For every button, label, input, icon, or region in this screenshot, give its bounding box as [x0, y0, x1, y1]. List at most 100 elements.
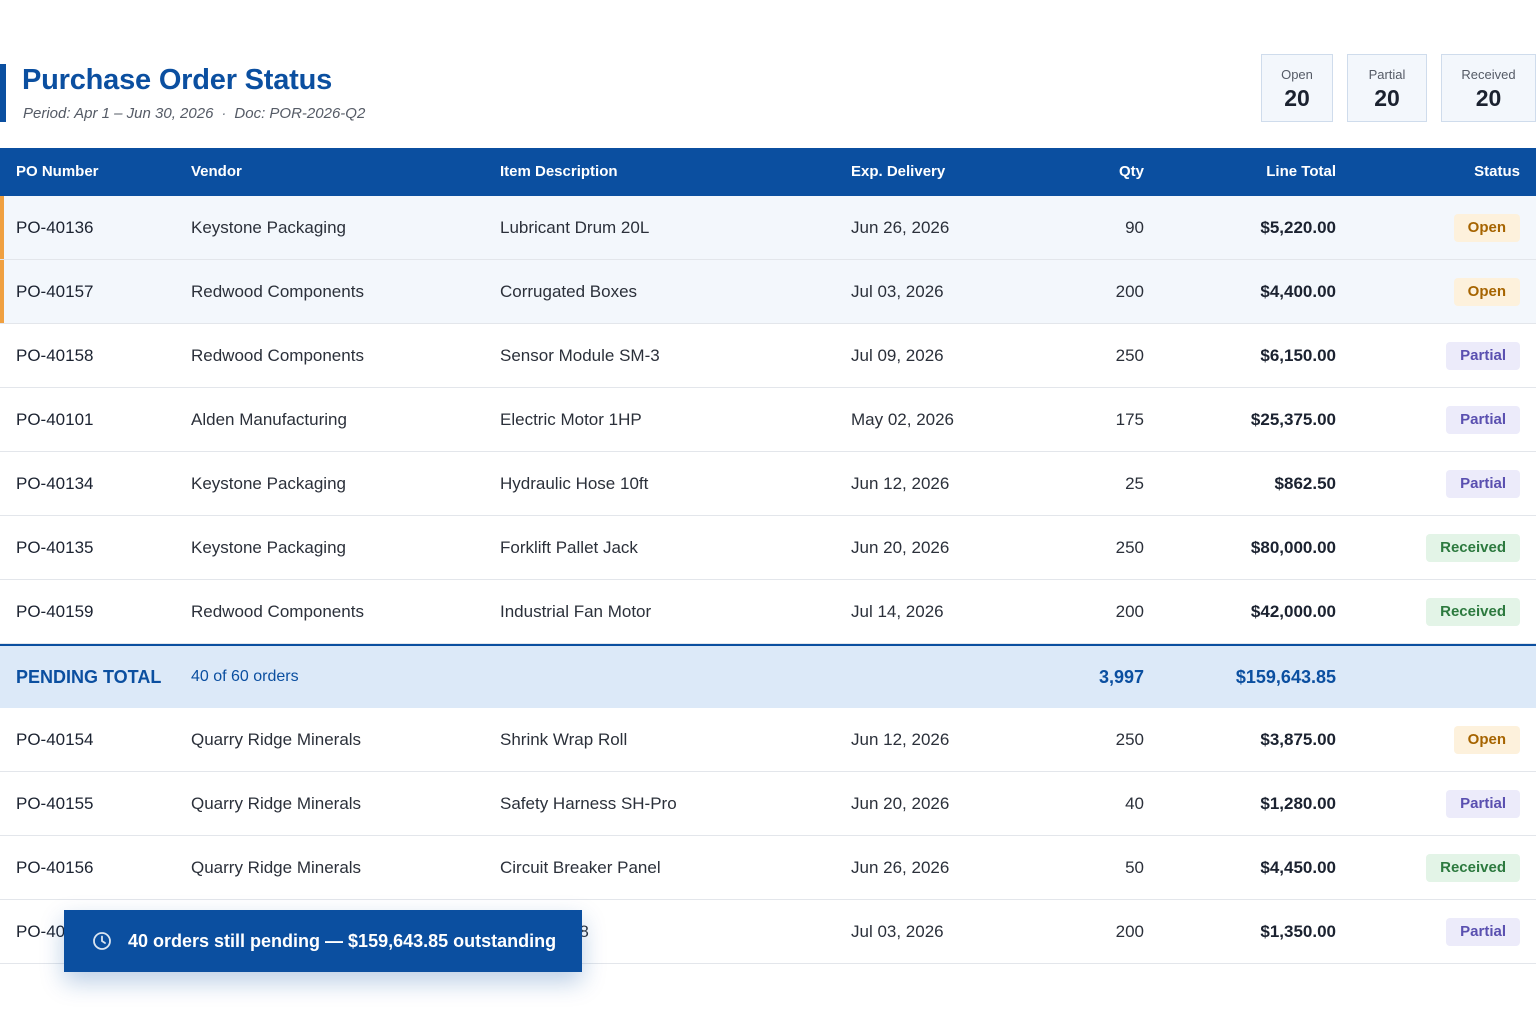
- qty-cell: 90: [1125, 218, 1144, 237]
- stat-open-label: Open: [1281, 67, 1313, 82]
- table-body-top: PO-40136 Keystone Packaging Lubricant Drum…: [0, 196, 1536, 644]
- po-number-cell: PO-40135: [16, 538, 94, 557]
- pending-total-amount: $159,643.85: [1235, 667, 1336, 687]
- status-badge: Received: [1426, 854, 1520, 882]
- column-header-vendor[interactable]: Vendor: [191, 163, 242, 180]
- column-header-item-description[interactable]: Item Description: [500, 163, 618, 180]
- line-total-cell: $862.50: [1274, 474, 1336, 493]
- toast-message: 40 orders still pending — $159,643.85 ou…: [128, 931, 557, 951]
- table-row[interactable]: PO-40136 Keystone Packaging Lubricant Drum…: [0, 196, 1536, 260]
- table-row[interactable]: PO-40134 Keystone Packaging Hydraulic Hose…: [0, 452, 1536, 516]
- line-total-cell: $42,000.00: [1250, 602, 1336, 621]
- status-badge: Partial: [1446, 918, 1520, 946]
- line-total-cell: $4,450.00: [1260, 858, 1336, 877]
- table-row[interactable]: PO-40156 Quarry Ridge Minerals Circuit Bre…: [0, 836, 1536, 900]
- vendor-cell: Quarry Ridge Minerals: [191, 794, 362, 813]
- column-header-status[interactable]: Status: [1474, 163, 1520, 180]
- vendor-cell: Quarry Ridge Minerals: [191, 858, 362, 877]
- column-header-po-number[interactable]: PO Number: [16, 163, 99, 180]
- item-description-cell: Shrink Wrap Roll: [500, 730, 628, 749]
- vendor-cell: Quarry Ridge Minerals: [191, 730, 362, 749]
- vendor-cell: Redwood Components: [191, 282, 364, 301]
- line-total-cell: $1,350.00: [1260, 922, 1336, 941]
- item-description-cell: Corrugated Boxes: [500, 282, 638, 301]
- item-description-cell: Circuit Breaker Panel: [500, 858, 661, 877]
- exp-delivery-cell: Jun 26, 2026: [851, 218, 950, 237]
- column-header-qty[interactable]: Qty: [1118, 163, 1144, 180]
- stat-received-value: 20: [1475, 85, 1502, 111]
- page-title: Purchase Order Status: [22, 64, 333, 96]
- vendor-cell: Keystone Packaging: [191, 218, 346, 237]
- po-number-cell: PO-40158: [16, 346, 94, 365]
- status-badge: Open: [1453, 278, 1520, 306]
- qty-cell: 250: [1115, 730, 1144, 749]
- exp-delivery-cell: Jul 09, 2026: [851, 346, 944, 365]
- table-body-bottom: PO-40154 Quarry Ridge Minerals Shrink Wrap…: [0, 708, 1536, 964]
- page-subtitle: Period: Apr 1 – Jun 30, 2026 · Doc: POR-20…: [23, 105, 365, 122]
- stat-card-received: Received 20: [1441, 54, 1536, 122]
- column-header-exp-delivery[interactable]: Exp. Delivery: [851, 163, 946, 180]
- qty-cell: 250: [1115, 346, 1144, 365]
- line-total-cell: $25,375.00: [1250, 410, 1336, 429]
- status-badge: Open: [1453, 726, 1520, 754]
- status-badge: Received: [1426, 534, 1520, 562]
- item-description-cell: Hydraulic Hose 10ft: [500, 474, 649, 493]
- pending-toast[interactable]: 40 orders still pending — $159,643.85 ou…: [64, 910, 582, 972]
- page-header: Purchase Order Status Period: Apr 1 – Ju…: [0, 48, 1536, 138]
- status-badge: Received: [1426, 598, 1520, 626]
- po-number-cell: PO-40: [16, 922, 66, 941]
- stat-card-partial: Partial 20: [1347, 54, 1427, 122]
- stat-partial-value: 20: [1374, 85, 1400, 111]
- stat-partial-label: Partial: [1368, 67, 1406, 82]
- qty-cell: 200: [1115, 602, 1144, 621]
- qty-cell: 40: [1125, 794, 1144, 813]
- status-badge: Partial: [1446, 406, 1520, 434]
- exp-delivery-cell: Jun 20, 2026: [851, 538, 950, 557]
- item-description-cell: Industrial Fan Motor: [500, 602, 652, 621]
- qty-cell: 25: [1125, 474, 1144, 493]
- po-number-cell: PO-40159: [16, 602, 94, 621]
- table-row[interactable]: PO-40159 Redwood Components Industrial Fan…: [0, 580, 1536, 644]
- po-number-cell: PO-40101: [16, 410, 94, 429]
- qty-cell: 50: [1125, 858, 1144, 877]
- qty-cell: 250: [1115, 538, 1144, 557]
- item-description-cell: Forklift Pallet Jack: [500, 538, 638, 557]
- period-text: Period: Apr 1 – Jun 30, 2026: [23, 105, 214, 122]
- table-row[interactable]: PO-40135 Keystone Packaging Forklift Palle…: [0, 516, 1536, 580]
- exp-delivery-cell: Jun 20, 2026: [851, 794, 950, 813]
- item-description-cell: Lubricant Drum 20L: [500, 218, 650, 237]
- vendor-cell: Redwood Components: [191, 346, 364, 365]
- table-header: PO Number Vendor Item Description Exp. D…: [0, 148, 1536, 196]
- po-number-cell: PO-40156: [16, 858, 94, 877]
- line-total-cell: $4,400.00: [1260, 282, 1336, 301]
- stat-card-open: Open 20: [1261, 54, 1333, 122]
- exp-delivery-cell: Jul 14, 2026: [851, 602, 944, 621]
- exp-delivery-cell: Jul 03, 2026: [851, 922, 944, 941]
- clock-icon: [93, 932, 111, 950]
- vendor-cell: Keystone Packaging: [191, 538, 346, 557]
- column-header-line-total[interactable]: Line Total: [1266, 163, 1336, 180]
- line-total-cell: $6,150.00: [1260, 346, 1336, 365]
- stat-received-label: Received: [1461, 67, 1516, 82]
- table-row[interactable]: PO-40154 Quarry Ridge Minerals Shrink Wrap…: [0, 708, 1536, 772]
- exp-delivery-cell: Jun 12, 2026: [851, 730, 950, 749]
- table-row[interactable]: PO-40158 Redwood Components Sensor Module …: [0, 324, 1536, 388]
- qty-cell: 175: [1115, 410, 1144, 429]
- title-accent-bar: [0, 64, 6, 122]
- stat-open-value: 20: [1284, 85, 1310, 111]
- table-row[interactable]: PO-40101 Alden Manufacturing Electric Moto…: [0, 388, 1536, 452]
- status-badge: Partial: [1446, 790, 1520, 818]
- line-total-cell: $3,875.00: [1260, 730, 1336, 749]
- table-row[interactable]: PO-40157 Redwood Components Corrugated Box…: [0, 260, 1536, 324]
- qty-cell: 200: [1115, 282, 1144, 301]
- table-row[interactable]: PO-40155 Quarry Ridge Minerals Safety Harn…: [0, 772, 1536, 836]
- status-badge: Open: [1453, 214, 1520, 242]
- pending-total-label: PENDING TOTAL: [16, 667, 162, 687]
- doc-id-text: Doc: POR-2026-Q2: [234, 105, 366, 122]
- status-badge: Partial: [1446, 470, 1520, 498]
- status-badge: Partial: [1446, 342, 1520, 370]
- line-total-cell: $80,000.00: [1250, 538, 1336, 557]
- subtitle-separator: ·: [221, 105, 227, 122]
- po-number-cell: PO-40134: [16, 474, 94, 493]
- exp-delivery-cell: Jul 03, 2026: [851, 282, 944, 301]
